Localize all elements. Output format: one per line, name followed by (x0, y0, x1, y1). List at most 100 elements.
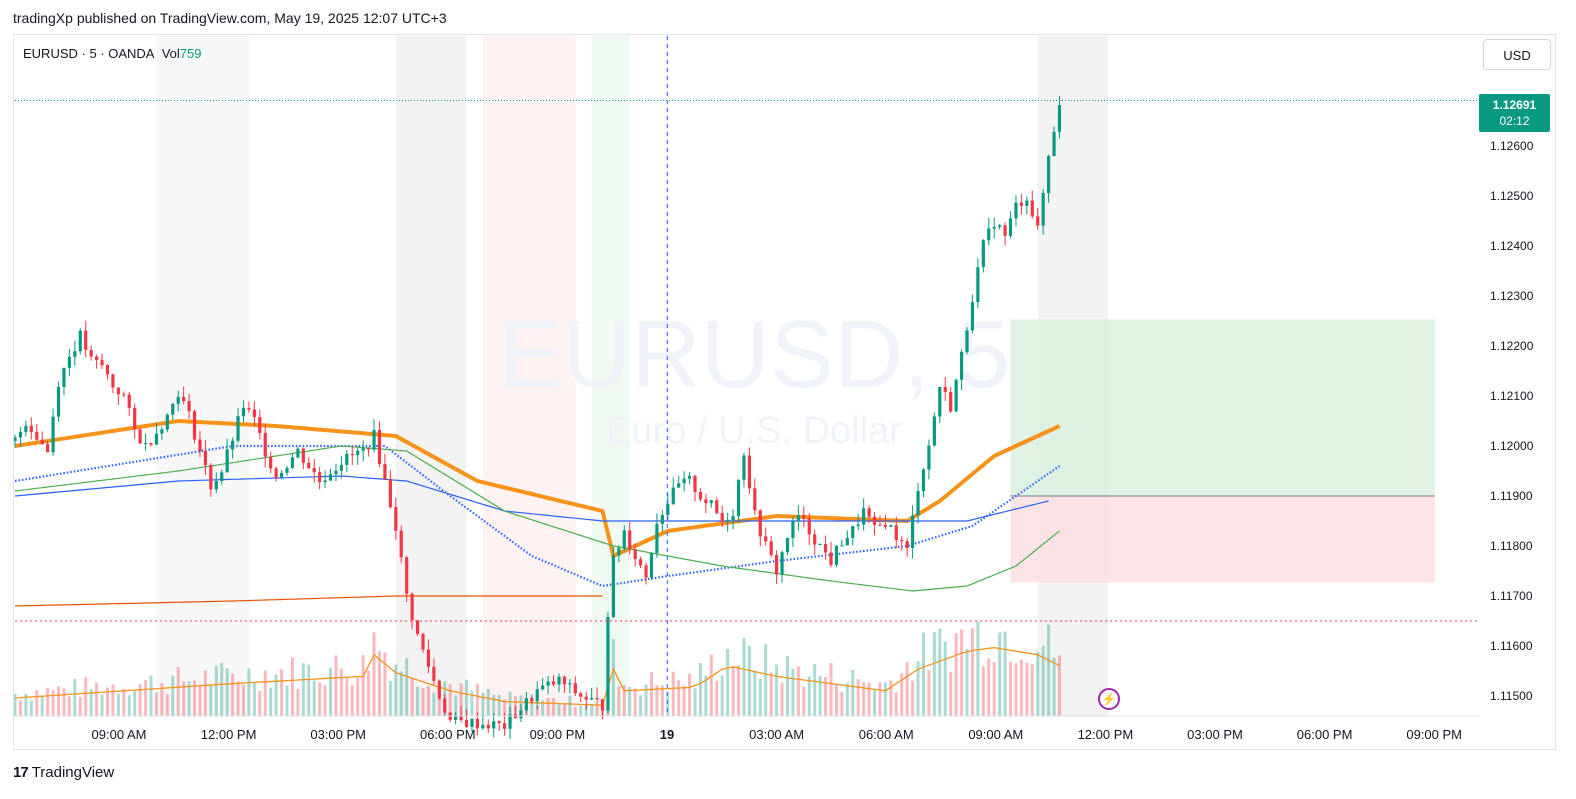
watermark-symbol: EURUSD, 5 (498, 301, 1010, 408)
volume-bar (241, 684, 245, 716)
candle-body (220, 472, 224, 482)
volume-bar (921, 632, 925, 716)
time-axis-tick: 12:00 PM (201, 727, 257, 742)
volume-bar (720, 675, 724, 716)
candle (497, 720, 501, 732)
volume-bar (144, 680, 148, 716)
candle (856, 513, 860, 531)
volume-bar (122, 688, 126, 716)
volume-bar (709, 654, 713, 716)
time-axis-tick: 09:00 PM (1406, 727, 1462, 742)
volume-bar (764, 644, 768, 716)
candle-body (726, 519, 730, 522)
alert-bolt-icon[interactable]: ⚡ (1098, 688, 1120, 710)
candle (459, 706, 463, 723)
volume-bar (214, 665, 218, 716)
volume-bar (258, 691, 262, 716)
chart-pane[interactable]: EURUSD, 5 Euro / U.S. Dollar 1.12600 1.1250… (13, 34, 1556, 750)
candle-body (1008, 218, 1013, 236)
candle-body (394, 507, 398, 531)
volume-label: Vol (161, 46, 180, 61)
volume-bar (611, 639, 615, 716)
candle (18, 426, 23, 448)
candle (290, 453, 295, 470)
candle (78, 328, 82, 355)
volume-bar (802, 686, 806, 716)
candle (845, 530, 849, 546)
candle (900, 536, 904, 551)
candle-body (486, 724, 490, 729)
volume-bar (557, 704, 561, 716)
volume-bar (666, 692, 670, 716)
price-axis-tick: 1.11700 (1490, 589, 1533, 603)
candle (116, 387, 120, 406)
candle (24, 420, 28, 437)
candle-body (312, 468, 316, 473)
candle (911, 505, 915, 559)
volume-bar (1014, 663, 1018, 716)
candle (111, 373, 115, 394)
candle-body (1014, 202, 1018, 219)
candle (56, 381, 61, 422)
volume-bar (671, 671, 675, 716)
volume-bar (715, 680, 719, 716)
candle (198, 431, 202, 458)
volume-bar (127, 695, 131, 716)
candle-body (459, 715, 463, 721)
candle (965, 327, 969, 355)
candle-body (350, 453, 354, 456)
candle-body (682, 478, 686, 484)
price-axis-tick: 1.12200 (1490, 339, 1534, 353)
volume-bar (894, 692, 898, 716)
volume-bar (508, 691, 512, 716)
candle-body (192, 411, 197, 440)
last-price-tag: 1.12691 02:12 (1479, 94, 1550, 132)
candle-body (51, 416, 55, 453)
candle (671, 477, 675, 506)
volume-bar (399, 671, 403, 716)
currency-button[interactable]: USD (1483, 39, 1551, 70)
candle (1036, 207, 1040, 231)
candle (209, 463, 213, 497)
candle (687, 471, 692, 485)
candle-body (796, 515, 800, 522)
candle-body (775, 554, 779, 575)
candle (274, 466, 278, 482)
candle-body (405, 557, 409, 594)
candle-body (921, 469, 926, 492)
volume-bar (639, 695, 643, 716)
candle (677, 475, 681, 489)
candle (95, 354, 99, 369)
symbol-text[interactable]: EURUSD · 5 · OANDA (23, 46, 155, 61)
candle-body (519, 710, 523, 719)
candle-body (970, 302, 975, 331)
volume-bar (677, 680, 681, 716)
candle (105, 364, 110, 380)
candle (551, 675, 556, 687)
symbol-legend[interactable]: EURUSD · 5 · OANDA Vol759 (23, 46, 201, 61)
session-band (482, 36, 576, 716)
candle-body (138, 429, 142, 444)
volume-bar (198, 685, 202, 716)
volume-bar (987, 658, 991, 716)
candle (421, 632, 425, 653)
candle (639, 556, 643, 569)
watermark-description: Euro / U.S. Dollar (606, 410, 902, 452)
candle-body (29, 425, 33, 432)
volume-bar (290, 657, 294, 716)
candle (176, 390, 180, 412)
candle (165, 413, 169, 433)
candle (1008, 211, 1013, 239)
volume-bar (737, 665, 741, 716)
candle-body (666, 503, 670, 516)
volume-bar (840, 691, 844, 716)
candle-body (791, 521, 795, 538)
candle-body (579, 693, 583, 697)
candle-body (165, 414, 169, 430)
volume-bar (236, 681, 240, 716)
volume-bar (421, 688, 425, 716)
volume-bar (231, 674, 235, 716)
volume-bar (116, 693, 120, 716)
volume-bar (573, 706, 577, 716)
